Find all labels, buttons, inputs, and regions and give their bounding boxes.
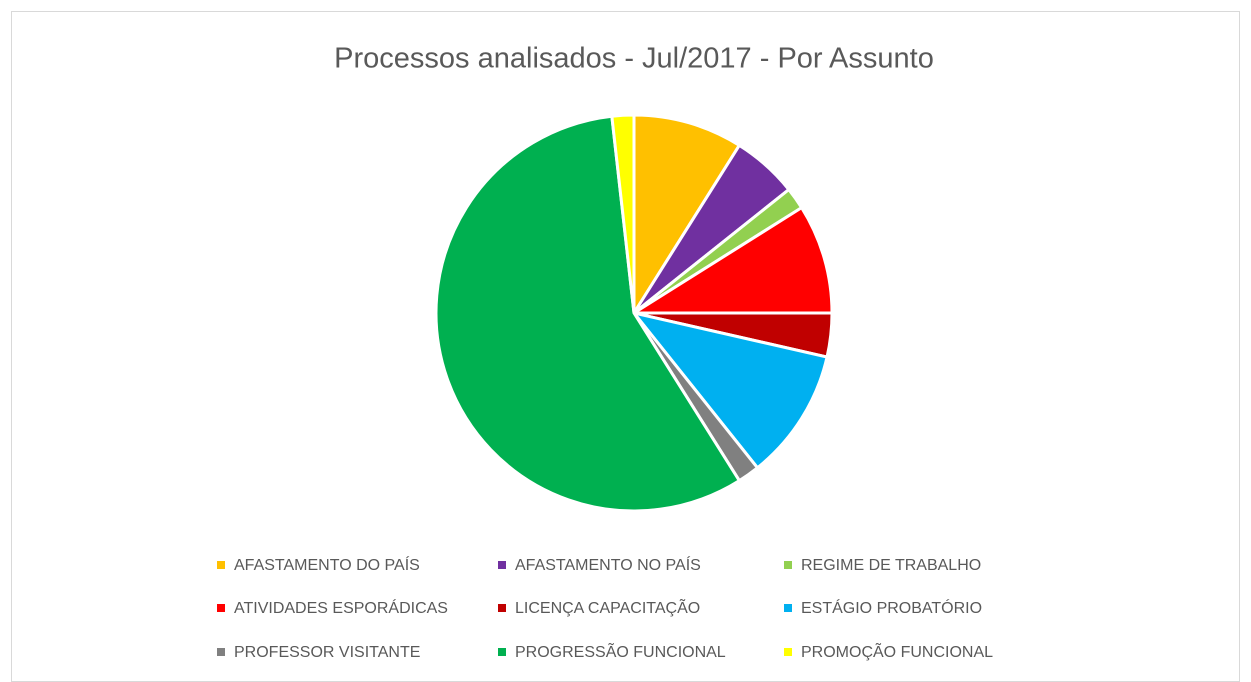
legend-swatch bbox=[217, 648, 225, 656]
legend-label: LICENÇA CAPACITAÇÃO bbox=[515, 597, 700, 617]
pie-slice bbox=[434, 114, 742, 513]
legend-swatch bbox=[217, 561, 225, 569]
legend-label: AFASTAMENTO NO PAÍS bbox=[515, 555, 701, 574]
legend-swatch bbox=[498, 561, 506, 569]
legend-swatch bbox=[498, 648, 506, 656]
legend-swatch bbox=[498, 604, 506, 612]
legend-label: AFASTAMENTO DO PAÍS bbox=[234, 555, 420, 574]
pie-slice bbox=[610, 113, 636, 314]
legend-swatch bbox=[784, 604, 792, 612]
legend-label: ESTÁGIO PROBATÓRIO bbox=[801, 598, 982, 617]
legend-label: PROGRESSÃO FUNCIONAL bbox=[515, 641, 726, 661]
pie-slice bbox=[630, 310, 829, 470]
legend-label: ATIVIDADES ESPORÁDICAS bbox=[234, 598, 448, 617]
chart-title: Processos analisados - Jul/2017 - Por As… bbox=[334, 43, 934, 75]
legend-swatch bbox=[784, 561, 792, 569]
legend-swatch bbox=[784, 648, 792, 656]
pie-slice bbox=[632, 113, 742, 319]
legend-label: PROFESSOR VISITANTE bbox=[234, 644, 420, 661]
legend-swatch bbox=[217, 604, 225, 612]
pie-slice bbox=[628, 205, 834, 315]
legend-label: REGIME DE TRABALHO bbox=[801, 557, 981, 574]
legend-label: PROMOÇÃO FUNCIONAL bbox=[801, 641, 993, 661]
